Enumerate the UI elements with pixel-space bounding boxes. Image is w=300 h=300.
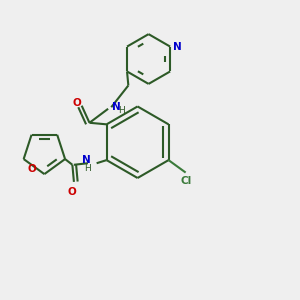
Text: N: N (82, 155, 91, 165)
Text: H: H (118, 106, 125, 116)
Text: N: N (112, 102, 121, 112)
Text: O: O (73, 98, 81, 108)
Text: H: H (84, 164, 91, 173)
Text: N: N (173, 42, 182, 52)
Text: Cl: Cl (181, 176, 192, 186)
Text: O: O (68, 187, 77, 197)
Text: O: O (28, 164, 37, 174)
